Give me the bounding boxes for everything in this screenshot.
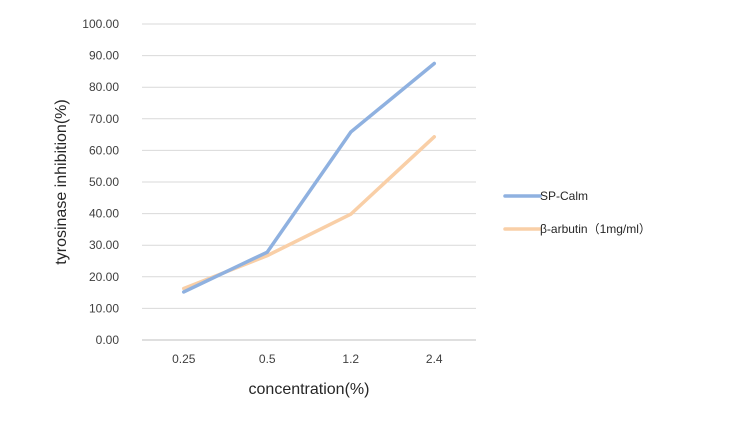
data-point — [265, 250, 269, 254]
y-tick-label: 50.00 — [89, 175, 119, 189]
grid — [142, 23, 476, 341]
x-tick-label: 2.4 — [426, 352, 443, 366]
data-point — [432, 135, 436, 139]
y-axis-title: tyrosinase inhibition(%) — [53, 99, 70, 264]
y-tick-label: 80.00 — [89, 80, 119, 94]
x-axis-title: concentration(%) — [249, 381, 370, 398]
y-tick-label: 20.00 — [89, 270, 119, 284]
y-tick-label: 30.00 — [89, 238, 119, 252]
y-tick-label: 70.00 — [89, 112, 119, 126]
legend-label: β-arbutin（1mg/ml） — [540, 222, 651, 236]
y-tick-label: 0.00 — [96, 333, 120, 347]
y-tick-label: 40.00 — [89, 207, 119, 221]
data-point — [265, 254, 269, 258]
y-tick-label: 100.00 — [82, 17, 119, 31]
data-point — [182, 286, 186, 290]
y-tick-label: 60.00 — [89, 143, 119, 157]
x-tick-label: 0.5 — [259, 352, 276, 366]
data-point — [349, 130, 353, 134]
data-point — [182, 290, 186, 294]
series-line — [182, 135, 436, 291]
y-tick-label: 10.00 — [89, 301, 119, 315]
data-point — [349, 212, 353, 216]
series-line — [182, 61, 436, 294]
x-tick-label: 0.25 — [172, 352, 196, 366]
y-axis-ticks: 0.00 10.00 20.00 30.00 40.00 50.00 60.00 70.00 8… — [82, 17, 119, 347]
legend-label: SP-Calm — [540, 189, 588, 203]
y-tick-label: 90.00 — [89, 49, 119, 63]
data-point — [432, 62, 436, 65]
x-tick-label: 1.2 — [342, 352, 359, 366]
x-axis-ticks: 0.25 0.5 1.2 2.4 — [172, 352, 443, 366]
legend: SP-Calm β-arbutin（1mg/ml） — [503, 189, 651, 236]
series — [182, 61, 436, 294]
